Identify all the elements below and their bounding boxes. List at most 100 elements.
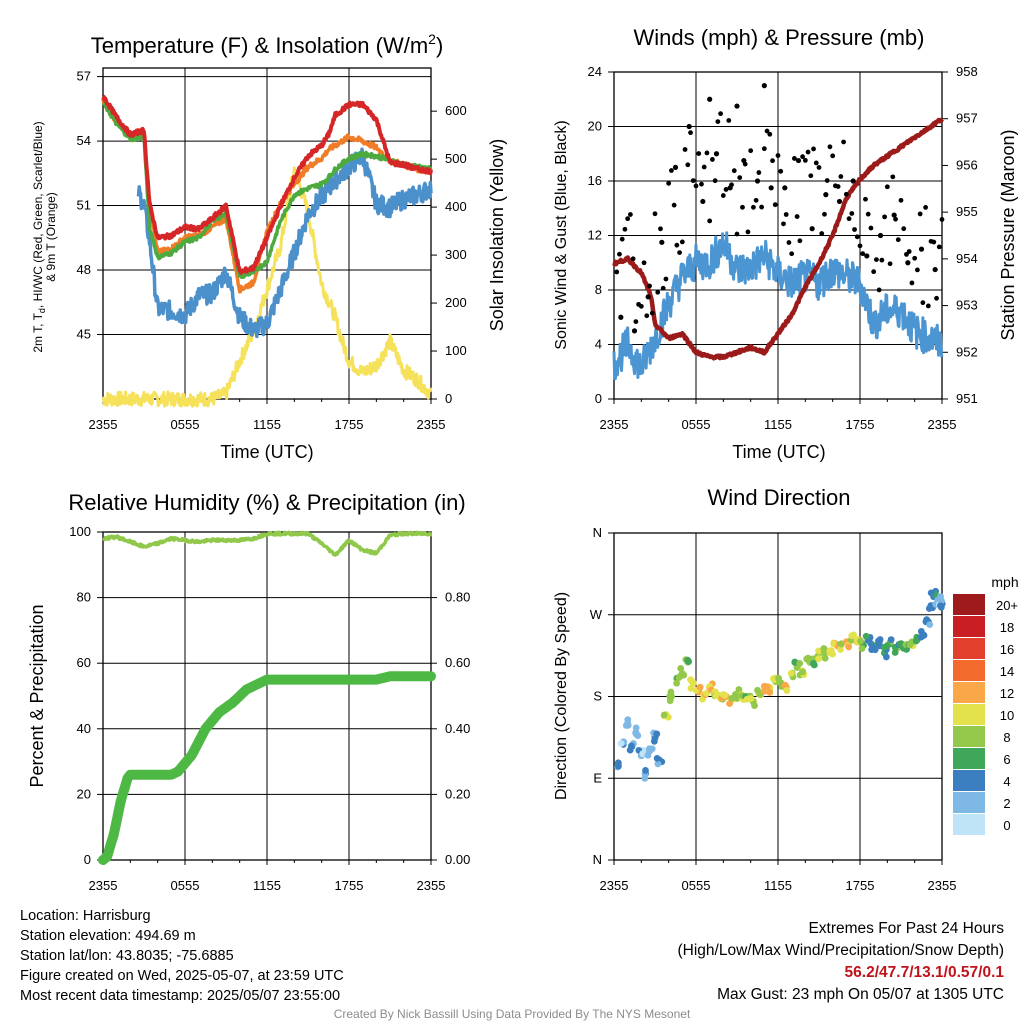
temp-y-tick-label: 57 — [77, 69, 91, 84]
dir-point — [770, 675, 777, 683]
dir-point — [726, 700, 733, 708]
dir-point — [641, 774, 649, 782]
gust-point — [659, 239, 665, 245]
gust-point — [857, 243, 863, 249]
gust-point — [649, 310, 655, 316]
dir-point — [857, 637, 864, 645]
dir-point — [799, 668, 806, 676]
gust-point — [723, 187, 729, 192]
gust-point — [644, 313, 650, 319]
gust-point — [712, 178, 718, 184]
temp-x-axis-label: Time (UTC) — [220, 442, 313, 462]
dir-point — [634, 732, 642, 739]
wind-y-tick-label: 4 — [595, 337, 602, 352]
temp-panel-title: Temperature (F) & Insolation (W/m2) — [91, 31, 444, 58]
dir-point — [687, 684, 695, 692]
gust-point — [918, 246, 925, 252]
gust-point — [713, 151, 720, 157]
gust-point — [841, 139, 846, 145]
gust-point — [868, 225, 874, 231]
dir-point — [702, 689, 710, 697]
gust-point — [679, 239, 685, 245]
rh-y-tick-label: 20 — [77, 786, 91, 801]
gust-point — [767, 131, 773, 137]
dir-point — [927, 589, 935, 597]
rh-y-tick-label: 100 — [69, 524, 91, 539]
dir-y-axis-label: Direction (Colored By Speed) — [553, 592, 570, 800]
gust-point — [797, 238, 803, 244]
legend-swatch — [953, 770, 985, 791]
gust-point — [827, 144, 833, 150]
dir-point — [781, 681, 789, 689]
gust-point — [931, 239, 937, 245]
gust-point — [617, 251, 622, 257]
dir-point — [858, 645, 866, 652]
gust-point — [690, 178, 696, 184]
temp-y2-axis-label: Solar Insolation (Yellow) — [487, 139, 507, 331]
legend-label: 12 — [1000, 686, 1014, 701]
dir-point — [862, 632, 870, 640]
gust-point — [915, 267, 920, 273]
gust-point — [830, 153, 836, 159]
dir-x-tick-label: 0555 — [682, 878, 711, 893]
dir-point — [815, 655, 823, 663]
rh-y-tick-label: 80 — [77, 590, 91, 605]
gust-point — [783, 212, 789, 217]
rh-y2-tick-label: 0.80 — [445, 590, 470, 605]
dir-point — [687, 676, 695, 684]
gust-point — [622, 226, 628, 232]
dir-point — [882, 653, 890, 661]
legend-label: 6 — [1003, 752, 1010, 767]
gust-point — [835, 184, 841, 189]
gust-point — [641, 260, 647, 266]
gust-point — [658, 226, 663, 232]
gust-point — [686, 123, 692, 130]
dir-point — [653, 730, 661, 738]
gust-point — [854, 234, 860, 240]
wind-y2-tick-label: 952 — [956, 344, 978, 359]
wind-series-group — [612, 83, 945, 381]
gust-point — [672, 164, 679, 170]
temp-x-tick-label: 2355 — [89, 417, 118, 432]
gust-point — [748, 148, 754, 154]
elevation-text: Station elevation: 494.69 m — [20, 928, 196, 944]
gust-point — [917, 211, 923, 217]
gust-point — [901, 226, 907, 232]
dir-x-tick-label: 1755 — [846, 878, 875, 893]
dir-point — [796, 660, 804, 667]
temp-y2-tick-label: 0 — [445, 391, 452, 406]
dir-point — [937, 602, 944, 610]
gust-point — [864, 253, 870, 259]
gust-point — [934, 295, 939, 301]
gust-point — [633, 319, 639, 325]
gust-point — [704, 150, 710, 156]
wind-y-tick-label: 24 — [588, 64, 602, 79]
gust-point — [816, 165, 822, 170]
gust-point — [770, 158, 775, 164]
gust-point — [625, 216, 631, 222]
gust-point — [795, 157, 802, 164]
gust-point — [863, 196, 868, 202]
gust-point — [729, 182, 734, 188]
rh-x-tick-label: 1755 — [335, 878, 364, 893]
gust-point — [742, 161, 748, 167]
temp-y-tick-label: 45 — [77, 327, 91, 342]
dir-y-tick-label: N — [593, 525, 602, 540]
gust-point — [891, 212, 897, 218]
legend-label: 2 — [1003, 796, 1010, 811]
legend-swatch — [953, 814, 985, 835]
gust-point — [768, 185, 774, 191]
gust-point — [849, 211, 855, 216]
gust-point — [800, 154, 805, 160]
wind-x-axis-label: Time (UTC) — [732, 442, 825, 462]
gust-point — [759, 204, 764, 210]
temp-line-dewpoint — [101, 101, 433, 280]
dir-point — [826, 649, 834, 657]
legend-label: 18 — [1000, 620, 1014, 635]
gust-point — [618, 314, 624, 320]
gust-point — [696, 151, 702, 156]
dir-point — [776, 678, 783, 686]
dir-point — [891, 649, 899, 656]
dir-point — [896, 640, 904, 648]
station-info: Location: Harrisburg Station elevation: … — [20, 906, 344, 1006]
